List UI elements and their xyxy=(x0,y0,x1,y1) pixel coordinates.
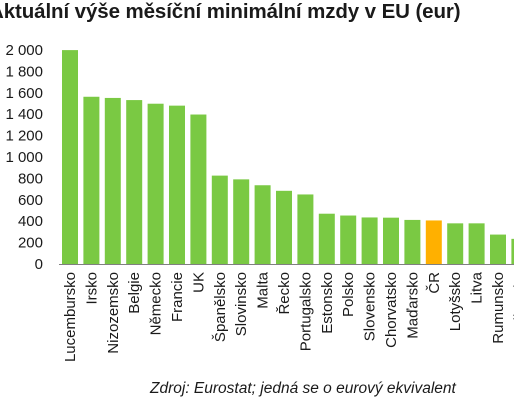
bar xyxy=(425,220,442,264)
x-tick-label: Španělsko xyxy=(212,272,229,342)
bar xyxy=(490,234,506,264)
x-tick-label: UK xyxy=(190,272,207,293)
x-tick-label: Belgie xyxy=(126,272,143,314)
bar xyxy=(83,96,100,264)
bar xyxy=(447,223,464,264)
bar xyxy=(169,105,185,264)
chart-title: Aktuální výše měsíční minimální mzdy v E… xyxy=(0,0,461,23)
x-tick-label: Německo xyxy=(148,272,165,335)
y-tick-label: 1 800 xyxy=(5,63,43,80)
bar xyxy=(126,100,143,265)
y-tick-label: 200 xyxy=(18,235,43,252)
x-tick-label: Slovinsko xyxy=(233,272,250,336)
bar xyxy=(104,97,121,264)
bar xyxy=(340,215,357,264)
x-tick-label: Řecko xyxy=(276,272,293,315)
bars xyxy=(62,50,514,265)
y-tick-label: 800 xyxy=(18,170,43,187)
bar xyxy=(404,219,421,264)
x-tick-label: Nizozemsko xyxy=(105,272,122,354)
y-axis-ticks: 0 200 400 600 800 1 000 1 200 1 400 1 600 1 800 2 … xyxy=(5,42,43,273)
source-note: Zdroj: Eurostat; jedná se o eurový ekviv… xyxy=(150,380,456,397)
x-tick-label: Irsko xyxy=(83,272,100,305)
bar xyxy=(62,50,78,265)
y-tick-label: 1 600 xyxy=(5,85,43,102)
bar xyxy=(383,217,399,264)
bar xyxy=(297,194,314,264)
bar xyxy=(511,238,514,264)
y-tick-label: 400 xyxy=(18,213,43,230)
x-tick-label: Francie xyxy=(169,272,186,322)
x-tick-label: Lucembursko xyxy=(62,272,79,362)
x-tick-label: Malta xyxy=(255,271,272,308)
bar xyxy=(276,190,292,264)
bar xyxy=(468,223,485,264)
x-tick-label: Slovensko xyxy=(362,272,379,341)
bar xyxy=(211,175,228,264)
y-tick-label: 0 xyxy=(35,256,43,273)
x-tick-label: ČR xyxy=(426,272,443,294)
x-tick-label: Polsko xyxy=(340,272,357,317)
bar xyxy=(254,185,271,264)
y-tick-label: 2 000 xyxy=(5,42,43,59)
x-tick-label: Portugalsko xyxy=(297,272,314,351)
x-tick-label: Rumunsko xyxy=(490,272,507,344)
bar xyxy=(318,213,335,264)
y-tick-label: 600 xyxy=(18,192,43,209)
x-tick-label: Bulharsko xyxy=(511,272,514,339)
y-tick-label: 1 200 xyxy=(5,128,43,145)
bar xyxy=(190,114,207,264)
bar xyxy=(233,179,250,264)
bar xyxy=(361,217,378,264)
x-tick-label: Chorvatsko xyxy=(383,272,400,348)
x-tick-label: Estonsko xyxy=(319,272,336,334)
bar xyxy=(147,103,164,265)
x-tick-label: Litva xyxy=(469,271,486,303)
x-tick-label: Maďarsko xyxy=(404,272,421,339)
y-tick-label: 1 000 xyxy=(5,149,43,166)
y-tick-label: 1 400 xyxy=(5,106,43,123)
x-tick-label: Lotyšsko xyxy=(447,272,464,331)
x-axis-ticks: Lucembursko Irsko Nizozemsko Belgie Německo F… xyxy=(62,271,514,362)
